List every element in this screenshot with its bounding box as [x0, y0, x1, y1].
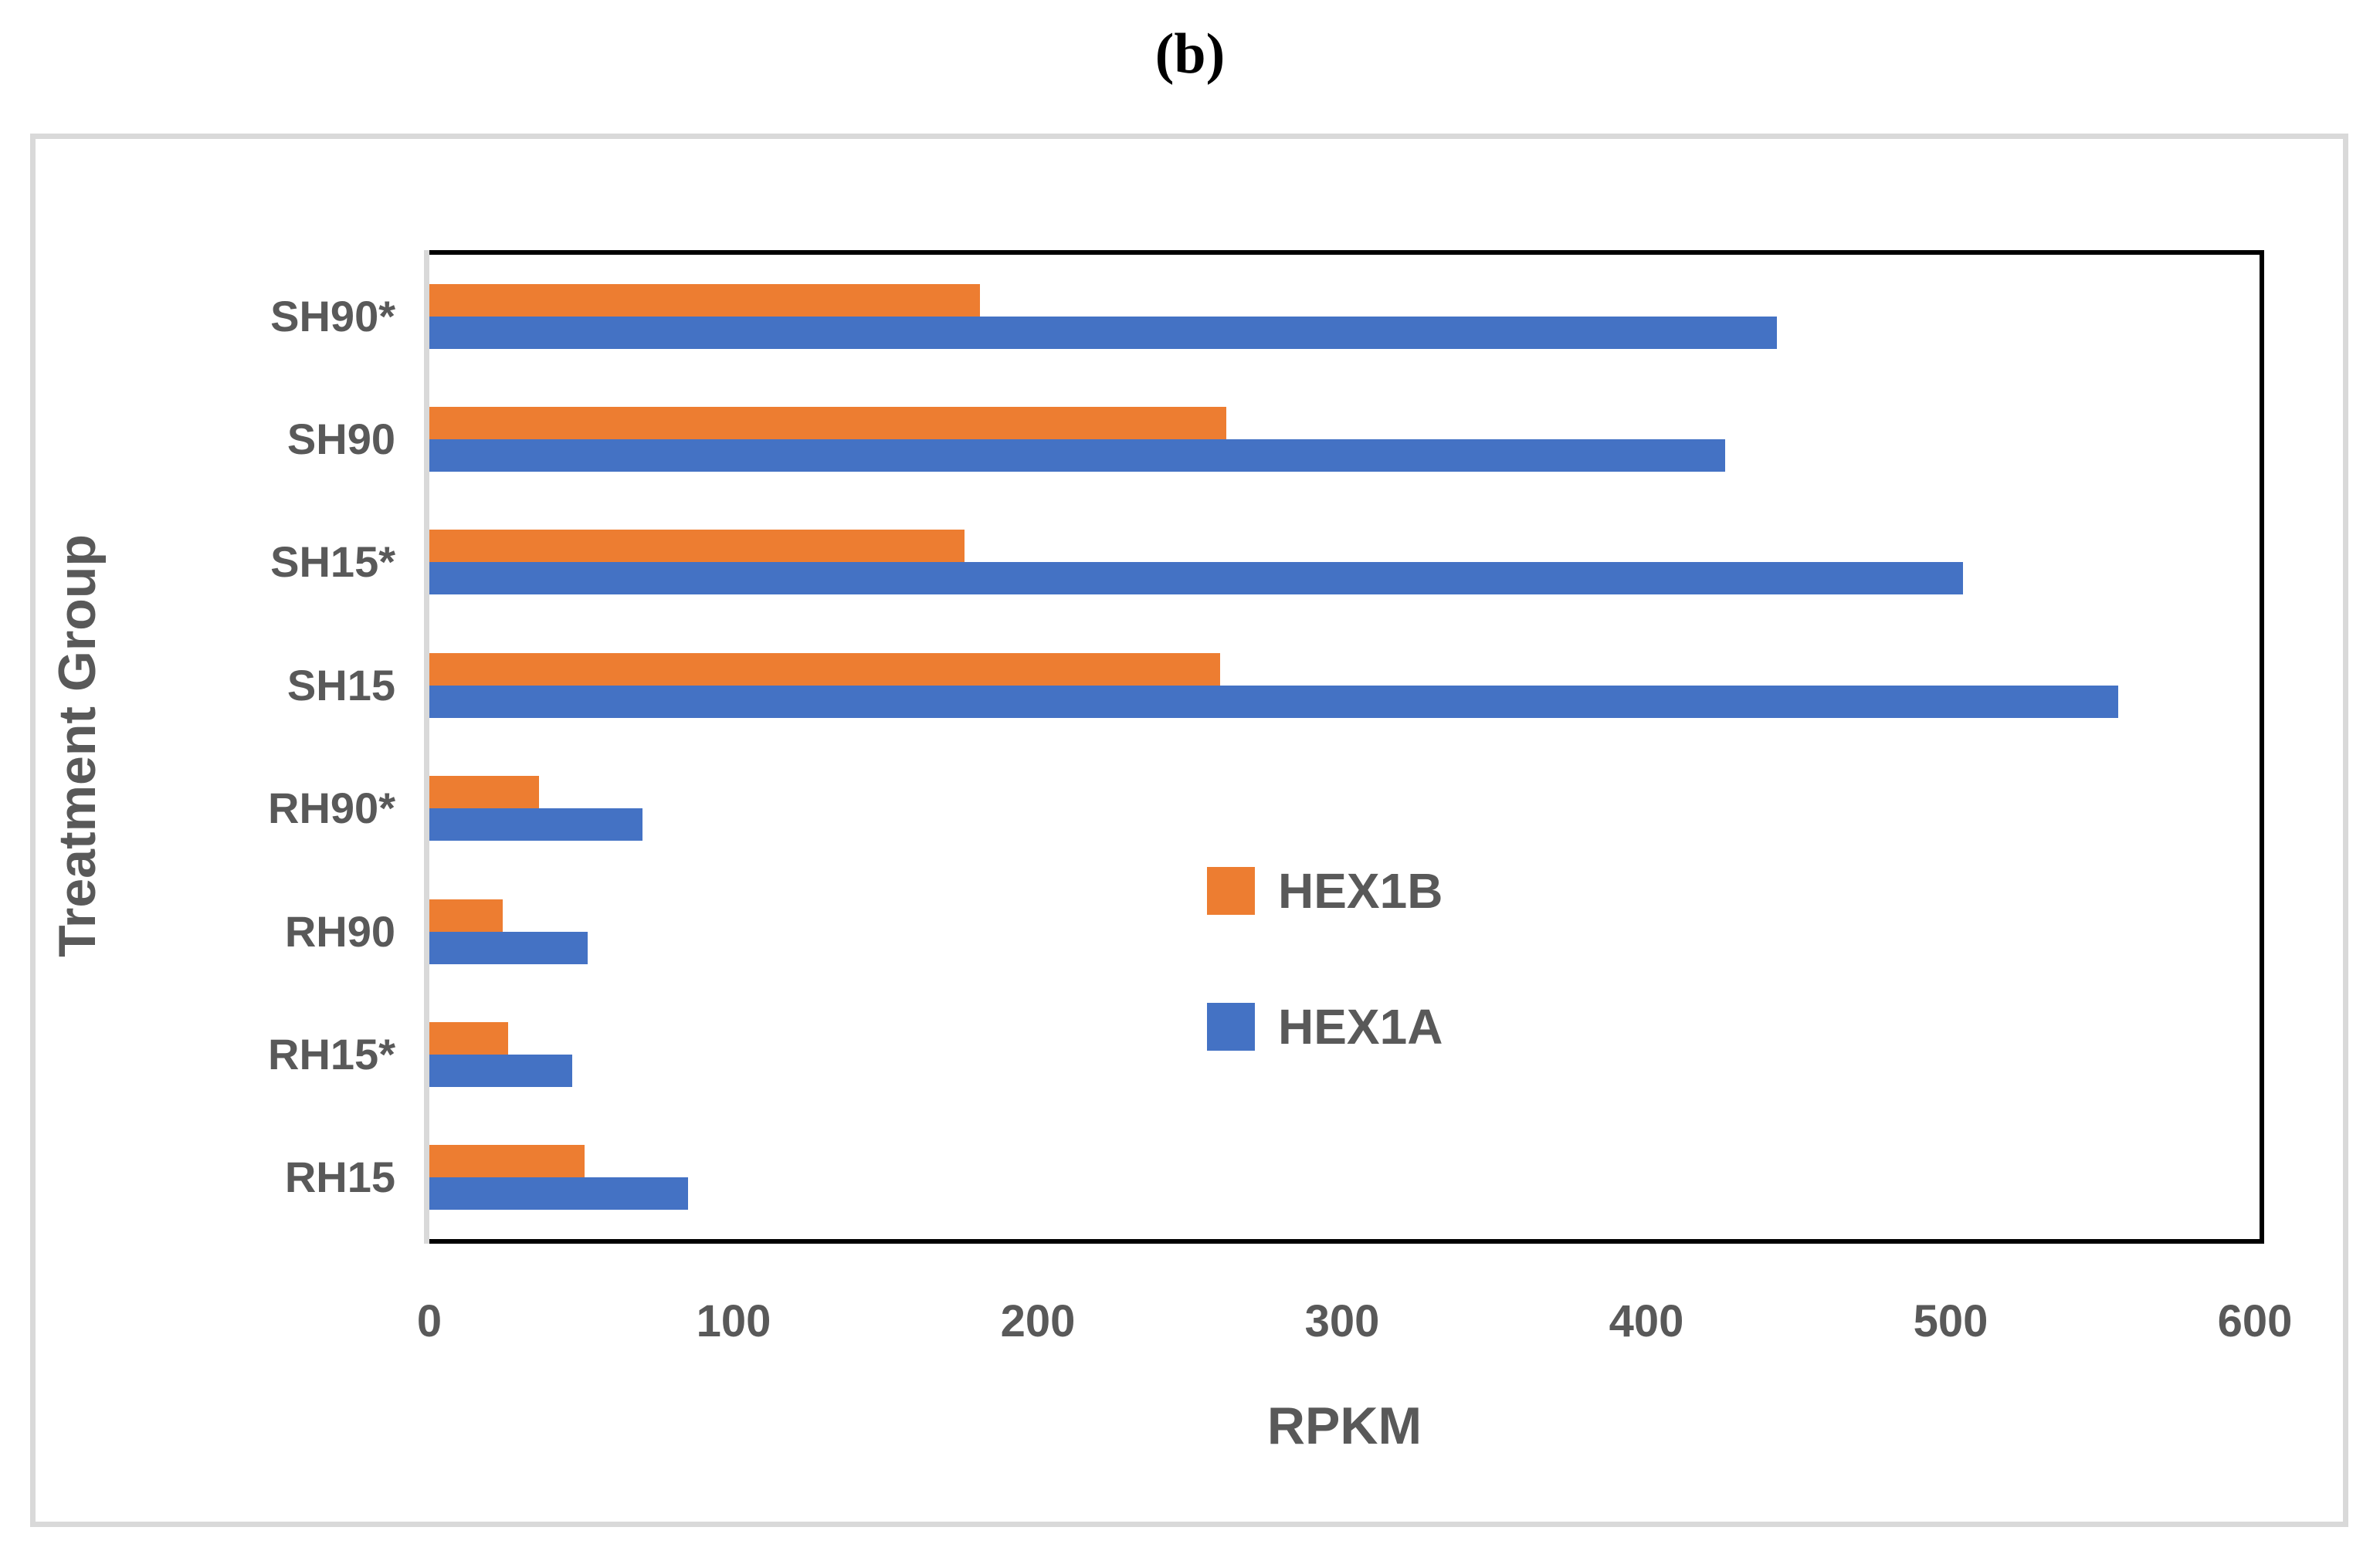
category-label-sh15: SH15	[286, 660, 395, 709]
bar-hex1a-rh15	[429, 1177, 688, 1211]
x-tick-400: 400	[1609, 1296, 1684, 1346]
x-tick-500: 500	[1913, 1296, 1988, 1346]
bar-hex1a-sh90	[429, 439, 1725, 472]
legend-item-hex1b: HEX1B	[1207, 865, 1443, 916]
bar-hex1a-rh90	[429, 931, 588, 964]
category-label-rh15-star: RH15*	[268, 1029, 395, 1078]
bar-hex1b-sh90	[429, 407, 1226, 440]
x-tick-300: 300	[1304, 1296, 1380, 1346]
category-label-rh15: RH15	[284, 1153, 395, 1202]
plot-area	[429, 250, 2264, 1244]
bar-hex1a-rh15-star	[429, 1054, 572, 1087]
bar-hex1b-rh90	[429, 899, 503, 932]
legend-label-hex1a: HEX1A	[1278, 999, 1443, 1055]
bar-hex1b-rh15-star	[429, 1021, 508, 1055]
legend-item-hex1a: HEX1A	[1207, 1001, 1443, 1052]
x-tick-600: 600	[2217, 1296, 2293, 1346]
legend-label-hex1b: HEX1B	[1278, 863, 1443, 919]
legend: HEX1B HEX1A	[1207, 865, 1443, 1137]
hex1b-swatch-icon	[1207, 867, 1255, 915]
bar-hex1a-sh15-star	[429, 562, 1963, 595]
bar-hex1b-sh15	[429, 652, 1220, 686]
y-axis-title: Treatment Group	[48, 534, 107, 957]
chart-outer-frame	[30, 134, 2348, 1527]
bar-hex1b-sh15-star	[429, 530, 965, 563]
category-label-sh15-star: SH15*	[270, 537, 395, 587]
x-tick-100: 100	[696, 1296, 771, 1346]
y-axis-line	[424, 250, 429, 1244]
figure-label: (b)	[1154, 22, 1226, 86]
bar-hex1a-sh90-star	[429, 316, 1777, 349]
x-tick-200: 200	[1000, 1296, 1076, 1346]
category-label-rh90-star: RH90*	[268, 784, 395, 833]
category-label-sh90-star: SH90*	[270, 291, 395, 340]
bar-hex1b-sh90-star	[429, 283, 980, 317]
bar-hex1a-sh15	[429, 685, 2118, 718]
hex1a-swatch-icon	[1207, 1003, 1255, 1051]
x-tick-0: 0	[416, 1296, 442, 1346]
category-label-rh90: RH90	[284, 906, 395, 956]
bar-hex1b-rh15	[429, 1145, 585, 1178]
bar-hex1a-rh90-star	[429, 808, 642, 841]
bar-hex1b-rh90-star	[429, 776, 539, 809]
category-label-sh90: SH90	[286, 415, 395, 464]
x-axis-title: RPKM	[1266, 1397, 1422, 1455]
